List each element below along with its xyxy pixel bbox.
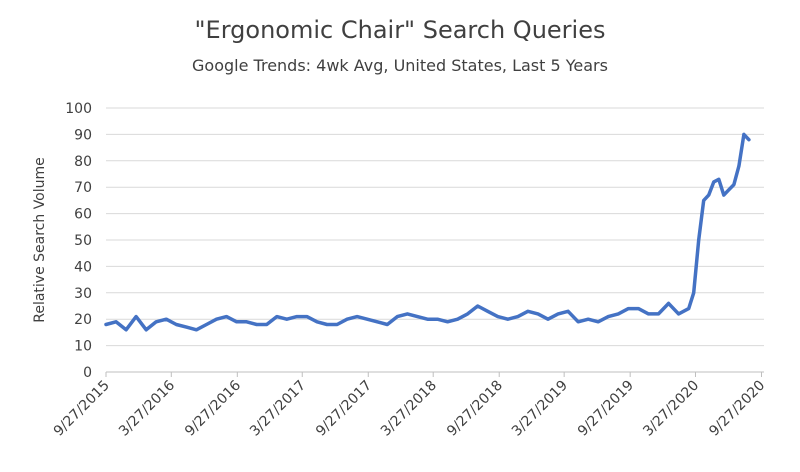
y-tick-label: 30 bbox=[74, 286, 92, 302]
x-tick-labels: 9/27/2015 3/27/2016 9/27/2016 3/27/2017 9/27… bbox=[51, 377, 769, 439]
x-tick-label: 9/27/2019 bbox=[575, 378, 637, 440]
axes bbox=[105, 371, 764, 377]
chart-subtitle: Google Trends: 4wk Avg, United States, L… bbox=[192, 56, 608, 75]
x-tick-label: 9/27/2017 bbox=[313, 378, 375, 440]
y-tick-label: 40 bbox=[74, 259, 92, 275]
x-tick-label: 3/27/2018 bbox=[378, 378, 440, 440]
x-tick-label: 3/27/2016 bbox=[116, 377, 178, 439]
y-tick-label: 20 bbox=[74, 312, 92, 328]
y-tick-label: 0 bbox=[83, 365, 92, 381]
y-tick-label: 100 bbox=[65, 101, 92, 117]
y-tick-label: 10 bbox=[74, 339, 92, 355]
y-tick-label: 50 bbox=[74, 233, 92, 249]
series bbox=[104, 132, 751, 332]
x-tick-label: 9/27/2016 bbox=[182, 377, 244, 439]
x-tick-label: 3/27/2017 bbox=[247, 378, 309, 440]
x-tick-label: 3/27/2019 bbox=[509, 378, 571, 440]
x-tick-label: 3/27/2020 bbox=[640, 378, 702, 440]
y-axis-label: Relative Search Volume bbox=[32, 157, 48, 323]
gridlines bbox=[106, 107, 764, 347]
y-tick-label: 70 bbox=[74, 180, 92, 196]
series-line-0 bbox=[104, 132, 751, 332]
x-tick-label: 9/27/2015 bbox=[51, 378, 113, 440]
y-tick-label: 90 bbox=[74, 127, 92, 143]
x-tick-label: 9/27/2020 bbox=[706, 378, 768, 440]
y-tick-label: 80 bbox=[74, 154, 92, 170]
chart-title: "Ergonomic Chair" Search Queries bbox=[194, 16, 606, 44]
y-tick-label: 60 bbox=[74, 207, 92, 223]
y-tick-labels: 0 10 20 30 40 50 60 70 80 90 100 bbox=[65, 101, 92, 381]
x-tick-label: 9/27/2018 bbox=[444, 378, 506, 440]
